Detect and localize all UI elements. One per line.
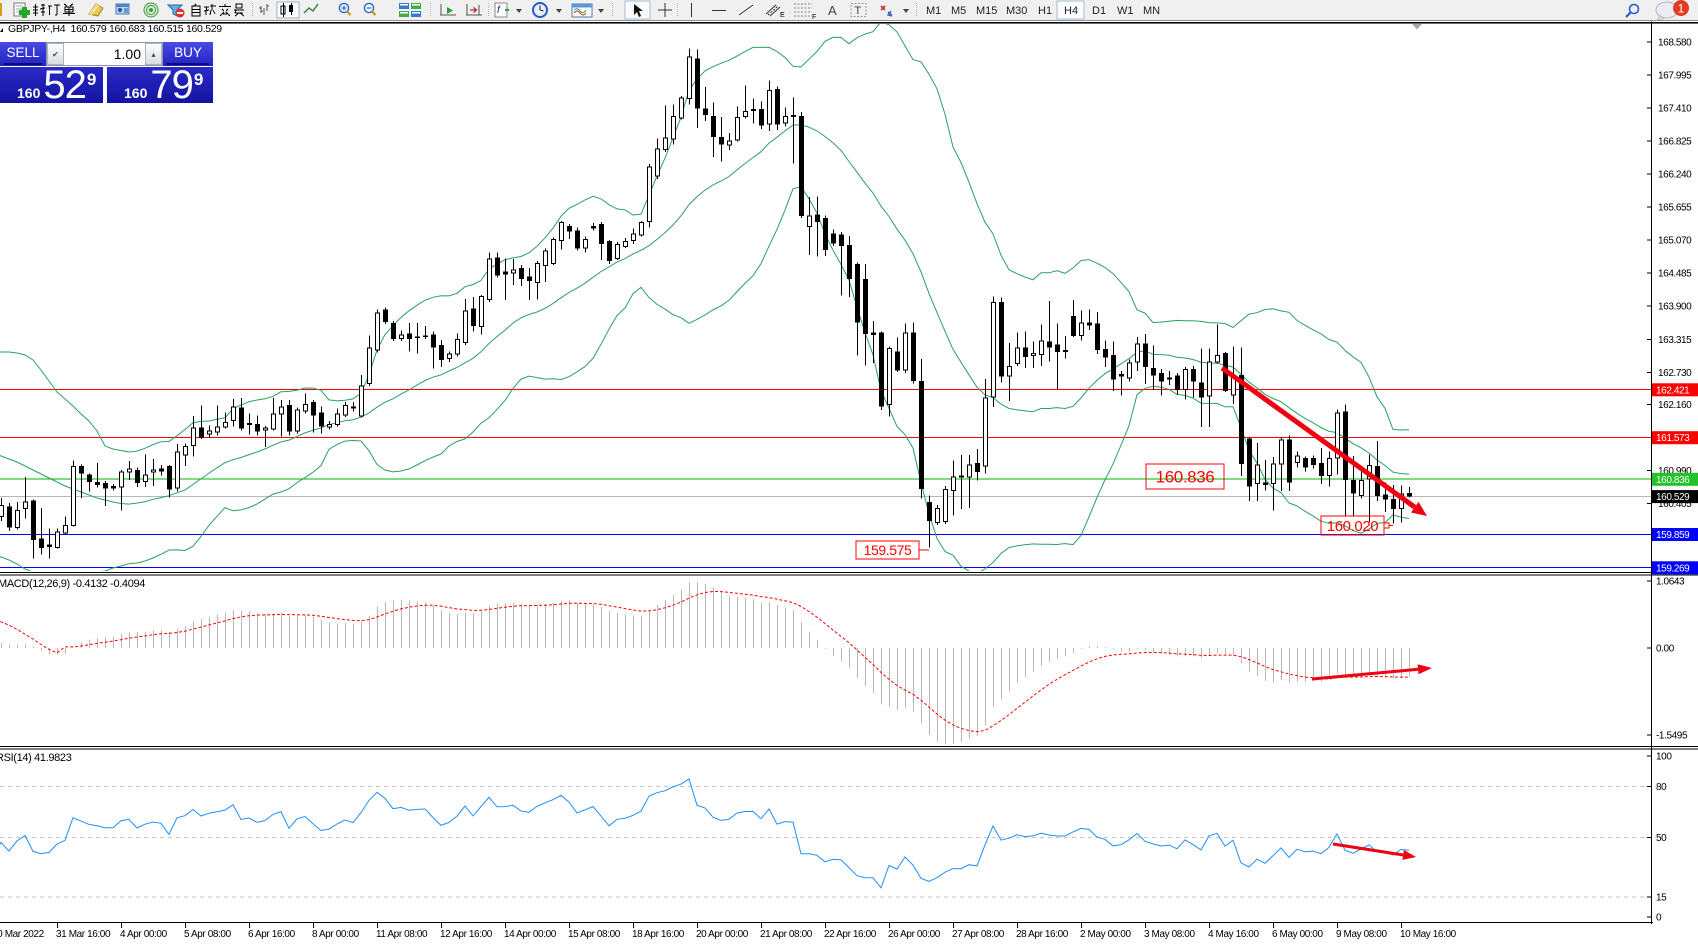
svg-text:166.825: 166.825 xyxy=(1658,137,1692,148)
svg-text:RSI(14) 41.9823: RSI(14) 41.9823 xyxy=(0,752,72,764)
svg-text:165.655: 165.655 xyxy=(1658,203,1692,214)
svg-text:11 Apr 08:00: 11 Apr 08:00 xyxy=(376,929,428,940)
svg-text:160.405: 160.405 xyxy=(1658,499,1692,510)
svg-text:6 May 00:00: 6 May 00:00 xyxy=(1272,929,1323,940)
svg-text:H4: H4 xyxy=(1064,5,1078,17)
svg-text:165.070: 165.070 xyxy=(1658,236,1692,247)
svg-text:18 Apr 16:00: 18 Apr 16:00 xyxy=(632,929,685,940)
svg-text:2 May 00:00: 2 May 00:00 xyxy=(1080,929,1131,940)
svg-text:M1: M1 xyxy=(926,5,941,17)
svg-text:A: A xyxy=(828,3,837,18)
svg-text:20 Apr 00:00: 20 Apr 00:00 xyxy=(696,929,749,940)
svg-text:100: 100 xyxy=(1656,752,1672,763)
svg-text:166.240: 166.240 xyxy=(1658,170,1692,181)
svg-text:9 May 08:00: 9 May 08:00 xyxy=(1336,929,1387,940)
svg-text:22 Apr 16:00: 22 Apr 16:00 xyxy=(824,929,877,940)
svg-text:14 Apr 00:00: 14 Apr 00:00 xyxy=(504,929,557,940)
svg-text:159.575: 159.575 xyxy=(864,542,912,558)
svg-text:F: F xyxy=(812,14,816,20)
svg-text:160.836: 160.836 xyxy=(1156,468,1215,487)
svg-text:1: 1 xyxy=(1678,2,1685,16)
svg-text:0.00: 0.00 xyxy=(1656,644,1675,655)
svg-text:-1.5495: -1.5495 xyxy=(1656,731,1688,742)
svg-text:30 Mar 2022: 30 Mar 2022 xyxy=(0,929,45,940)
svg-text:160.529: 160.529 xyxy=(1656,492,1690,503)
svg-text:MACD(12,26,9) -0.4132 -0.4094: MACD(12,26,9) -0.4132 -0.4094 xyxy=(0,578,145,590)
svg-text:M30: M30 xyxy=(1006,5,1027,17)
svg-text:4 May 16:00: 4 May 16:00 xyxy=(1208,929,1259,940)
svg-text:50: 50 xyxy=(1656,833,1667,844)
svg-text:168.580: 168.580 xyxy=(1658,37,1692,48)
svg-text:27 Apr 08:00: 27 Apr 08:00 xyxy=(952,929,1005,940)
svg-text:28 Apr 16:00: 28 Apr 16:00 xyxy=(1016,929,1069,940)
svg-text:162.160: 162.160 xyxy=(1658,400,1692,411)
svg-text:167.995: 167.995 xyxy=(1658,70,1692,81)
svg-text:163.900: 163.900 xyxy=(1658,302,1692,313)
svg-text:159.859: 159.859 xyxy=(1656,530,1690,541)
svg-text:162.421: 162.421 xyxy=(1656,385,1690,396)
svg-text:MN: MN xyxy=(1143,5,1160,17)
svg-text:160.990: 160.990 xyxy=(1658,466,1692,477)
svg-text:163.315: 163.315 xyxy=(1658,335,1692,346)
svg-text:M15: M15 xyxy=(976,5,997,17)
svg-text:3 May 08:00: 3 May 08:00 xyxy=(1144,929,1195,940)
svg-text:8 Apr 00:00: 8 Apr 00:00 xyxy=(312,929,360,940)
svg-text:T: T xyxy=(855,5,862,17)
svg-text:80: 80 xyxy=(1656,782,1667,793)
svg-text:E: E xyxy=(780,12,785,19)
svg-text:162.730: 162.730 xyxy=(1658,368,1692,379)
svg-text:164.485: 164.485 xyxy=(1658,269,1692,280)
svg-text:161.573: 161.573 xyxy=(1656,433,1690,444)
svg-text:12 Apr 16:00: 12 Apr 16:00 xyxy=(440,929,493,940)
svg-text:159.269: 159.269 xyxy=(1656,563,1690,574)
svg-text:1.0643: 1.0643 xyxy=(1656,577,1685,588)
svg-text:160.836: 160.836 xyxy=(1656,475,1690,486)
svg-text:M5: M5 xyxy=(951,5,966,17)
svg-text:10 May 16:00: 10 May 16:00 xyxy=(1400,929,1457,940)
svg-text:GBPJPY-,H4 160.579 160.683 16: GBPJPY-,H4 160.579 160.683 160.515 160.5… xyxy=(8,23,222,35)
svg-text:0: 0 xyxy=(1656,913,1662,924)
svg-text:H1: H1 xyxy=(1038,5,1052,17)
svg-text:26 Apr 00:00: 26 Apr 00:00 xyxy=(888,929,941,940)
svg-text:f: f xyxy=(497,5,501,16)
svg-text:6 Apr 16:00: 6 Apr 16:00 xyxy=(248,929,296,940)
svg-text:W1: W1 xyxy=(1117,5,1134,17)
svg-text:4 Apr 00:00: 4 Apr 00:00 xyxy=(120,929,168,940)
svg-text:15: 15 xyxy=(1656,893,1667,904)
svg-text:167.410: 167.410 xyxy=(1658,104,1692,115)
svg-text:160.020: 160.020 xyxy=(1327,518,1378,535)
svg-text:15 Apr 08:00: 15 Apr 08:00 xyxy=(568,929,621,940)
svg-text:5 Apr 08:00: 5 Apr 08:00 xyxy=(184,929,232,940)
svg-text:31 Mar 16:00: 31 Mar 16:00 xyxy=(56,929,111,940)
svg-text:D1: D1 xyxy=(1092,5,1106,17)
svg-text:21 Apr 08:00: 21 Apr 08:00 xyxy=(760,929,813,940)
